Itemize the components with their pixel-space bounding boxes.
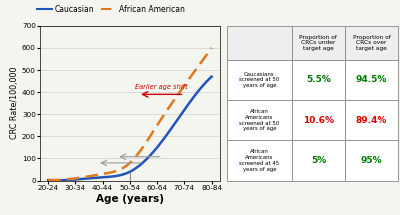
- Text: 10.6%: 10.6%: [303, 116, 334, 125]
- Bar: [292, 26, 345, 60]
- Text: 89.4%: 89.4%: [356, 116, 387, 125]
- Caucasian: [90, 177, 95, 179]
- Caucasian: [56, 179, 61, 182]
- Y-axis label: CRC Rate/100,000: CRC Rate/100,000: [10, 67, 19, 140]
- Bar: [345, 100, 398, 140]
- Text: 5%: 5%: [311, 156, 326, 165]
- Text: Caucasians
screened at 50
years of age: Caucasians screened at 50 years of age: [239, 72, 280, 88]
- Caucasian: [46, 179, 50, 181]
- African American: [51, 179, 56, 181]
- Line: African American: African American: [48, 48, 212, 180]
- Caucasian: [77, 178, 82, 180]
- African American: [196, 65, 201, 67]
- African American: [53, 179, 58, 181]
- Caucasian: [196, 90, 201, 92]
- Text: 94.5%: 94.5%: [356, 75, 387, 84]
- Text: Proportion of
CRCs over
target age: Proportion of CRCs over target age: [352, 35, 390, 51]
- Text: African
Americans
screened at 50
years of age: African Americans screened at 50 years o…: [239, 109, 280, 131]
- Bar: [227, 26, 292, 60]
- Text: 95%: 95%: [361, 156, 382, 165]
- Bar: [345, 140, 398, 181]
- Bar: [345, 60, 398, 100]
- African American: [90, 174, 95, 177]
- African American: [202, 57, 207, 59]
- Line: Caucasian: Caucasian: [48, 77, 212, 180]
- African American: [77, 177, 82, 179]
- Caucasian: [209, 75, 214, 78]
- Bar: [227, 100, 292, 140]
- Bar: [227, 140, 292, 181]
- Text: Earlier age shift: Earlier age shift: [135, 84, 188, 90]
- African American: [209, 47, 214, 49]
- Text: African
Americans
screened at 45
years of age: African Americans screened at 45 years o…: [239, 149, 279, 172]
- Bar: [345, 26, 398, 60]
- X-axis label: Age (years): Age (years): [96, 194, 164, 204]
- Bar: [227, 60, 292, 100]
- Bar: [292, 60, 345, 100]
- Text: 5.5%: 5.5%: [306, 75, 331, 84]
- Bar: [292, 100, 345, 140]
- African American: [46, 179, 50, 181]
- Bar: [292, 140, 345, 181]
- Caucasian: [53, 179, 58, 182]
- African American: [56, 179, 61, 181]
- Text: Proportion of
CRCs under
target age: Proportion of CRCs under target age: [300, 35, 337, 51]
- Legend: Caucasian, African American: Caucasian, African American: [36, 4, 186, 14]
- Caucasian: [52, 179, 57, 182]
- Caucasian: [202, 83, 207, 85]
